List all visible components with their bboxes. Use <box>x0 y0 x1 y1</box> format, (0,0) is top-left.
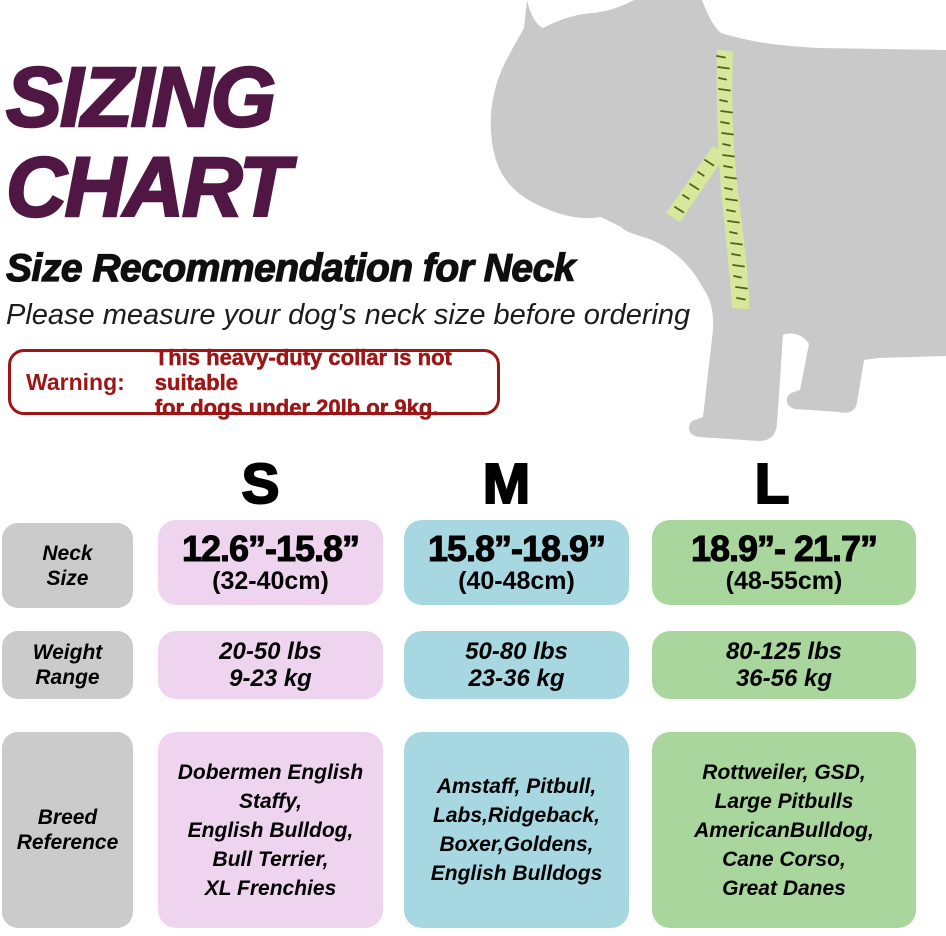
measuring-tape-ticks <box>674 55 748 301</box>
weight-text-l: 80-125 lbs 36-56 kg <box>725 638 843 692</box>
weight-text-m: 50-80 lbs 23-36 kg <box>465 638 568 692</box>
row-header-weight-range: Weight Range <box>2 631 133 699</box>
neck-size-cm-m: (40-48cm) <box>458 567 575 595</box>
row-header-breed-reference: Breed Reference <box>2 732 133 928</box>
breed-cell-s: Dobermen English Staffy, English Bulldog… <box>158 732 383 928</box>
neck-size-inches-m: 15.8”-18.9” <box>427 528 606 569</box>
breed-cell-m: Amstaff, Pitbull, Labs,Ridgeback, Boxer,… <box>404 732 629 928</box>
warning-text: This heavy-duty collar is not suitable f… <box>154 344 453 420</box>
neck-size-cell-s: 12.6”-15.8” (32-40cm) <box>158 520 383 605</box>
neck-size-cm-l: (48-55cm) <box>725 567 843 595</box>
neck-size-cell-m: 15.8”-18.9” (40-48cm) <box>404 520 629 605</box>
weight-text-s: 20-50 lbs 9-23 kg <box>219 638 322 692</box>
warning-box: Warning: This heavy-duty collar is not s… <box>8 344 500 420</box>
neck-size-cell-l: 18.9”- 21.7” (48-55cm) <box>652 520 916 605</box>
page-subtitle: Size Recommendation for Neck <box>5 246 576 290</box>
weight-cell-m: 50-80 lbs 23-36 kg <box>404 631 629 699</box>
measure-instruction-text: Please measure your dog's neck size befo… <box>6 299 691 331</box>
neck-size-inches-s: 12.6”-15.8” <box>181 528 360 569</box>
weight-cell-l: 80-125 lbs 36-56 kg <box>652 631 916 699</box>
neck-size-cm-s: (32-40cm) <box>212 567 329 595</box>
neck-size-inches-l: 18.9”- 21.7” <box>690 528 878 569</box>
column-header-s: S <box>240 451 280 517</box>
page-title: SIZING CHART <box>5 50 292 234</box>
row-header-neck-size: Neck Size <box>2 523 133 608</box>
breed-text-s: Dobermen English Staffy, English Bulldog… <box>177 760 364 900</box>
breed-cell-l: Rottweiler, GSD, Large Pitbulls American… <box>652 732 916 928</box>
breed-text-l: Rottweiler, GSD, Large Pitbulls American… <box>694 760 874 900</box>
dog-body-shape <box>490 0 946 441</box>
weight-cell-s: 20-50 lbs 9-23 kg <box>158 631 383 699</box>
dog-silhouette-graphic <box>480 0 946 450</box>
column-header-m: M <box>482 451 531 517</box>
column-header-l: L <box>754 451 791 517</box>
warning-label: Warning: <box>26 368 125 395</box>
measuring-tape-diagonal <box>666 146 726 222</box>
breed-text-m: Amstaff, Pitbull, Labs,Ridgeback, Boxer,… <box>430 775 603 885</box>
